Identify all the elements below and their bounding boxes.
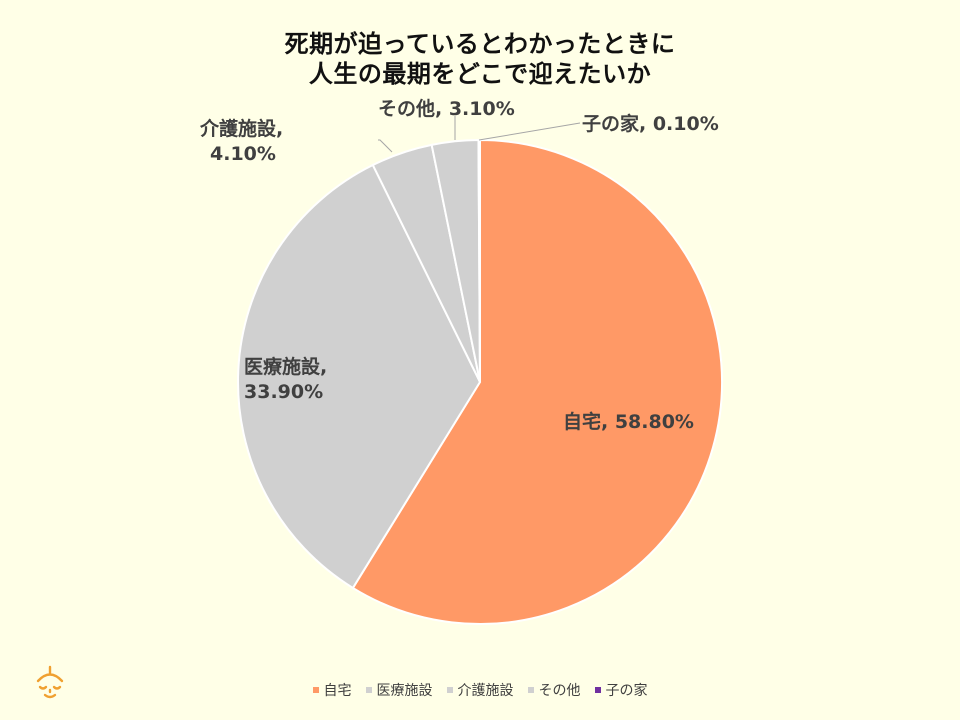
legend-label: その他 [538,683,581,699]
legend-item-konoie: 子の家 [594,680,648,700]
legend-label: 医療施設 [376,683,433,699]
leader-line-kaigo [378,139,393,153]
chart-legend: 自宅 医療施設 介護施設 その他 子の家 [0,680,960,700]
legend-swatch [312,687,319,693]
legend-item-sonota: その他 [527,680,581,700]
legend-label: 子の家 [605,683,648,699]
legend-label: 介護施設 [457,683,514,699]
data-label-iryou-value: 33.90% [244,381,324,403]
person-face-icon [33,664,67,710]
legend-label: 自宅 [323,683,352,699]
data-label-iryou-name: 医療施設, [244,356,328,378]
pie-slice-1 [237,163,482,590]
pie-slice-0 [351,138,723,625]
data-label-jitaku: 自宅, 58.80% [563,411,694,433]
data-label-sonota: その他, 3.10% [378,98,515,120]
legend-item-iryou: 医療施設 [365,680,433,700]
data-label-kaigo-value: 4.10% [210,143,276,165]
chart-title-line-2: 人生の最期をどこで迎えたいか [308,60,652,88]
legend-swatch [527,687,534,693]
legend-item-kaigo: 介護施設 [446,680,514,700]
data-label-konoie: 子の家, 0.10% [582,113,719,135]
legend-swatch [446,687,453,693]
legend-swatch [365,687,372,693]
data-label-kaigo-name: 介護施設, [200,118,284,140]
chart-title-line-1: 死期が迫っているとわかったときに [284,30,676,58]
legend-swatch [594,687,601,693]
legend-item-jitaku: 自宅 [312,680,352,700]
leader-line-konoie [478,122,581,141]
